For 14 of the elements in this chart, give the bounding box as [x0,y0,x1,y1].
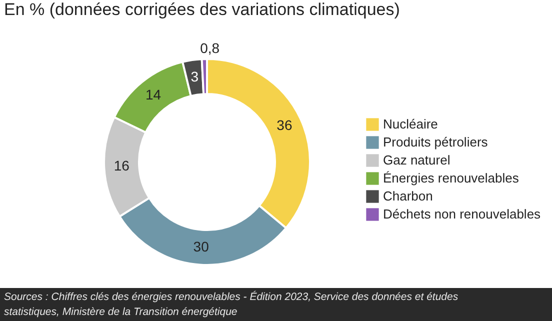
data-label: 16 [114,158,130,174]
data-label: 30 [193,238,210,254]
legend-label: Produits pétroliers [383,134,488,150]
chart-title: En % (données corrigées des variations climatiques) [4,0,400,19]
data-label: 14 [145,86,162,103]
data-label: 3 [190,68,199,84]
legend-label: Déchets non renouvelables [383,206,542,222]
legend-label: Gaz naturel [383,152,450,168]
data-label: 36 [276,116,292,133]
data-label: 0,8 [200,40,220,56]
legend-label: Charbon [383,188,433,204]
source-note: Sources : Chiffres clés des énergies renouvelables - Édition 2023, Service des données et études statistiques, Ministère de la Transition énergétique [4,290,459,318]
legend-label: Nucléaire [383,116,438,132]
legend-label: Énergies renouvelables [383,170,520,186]
